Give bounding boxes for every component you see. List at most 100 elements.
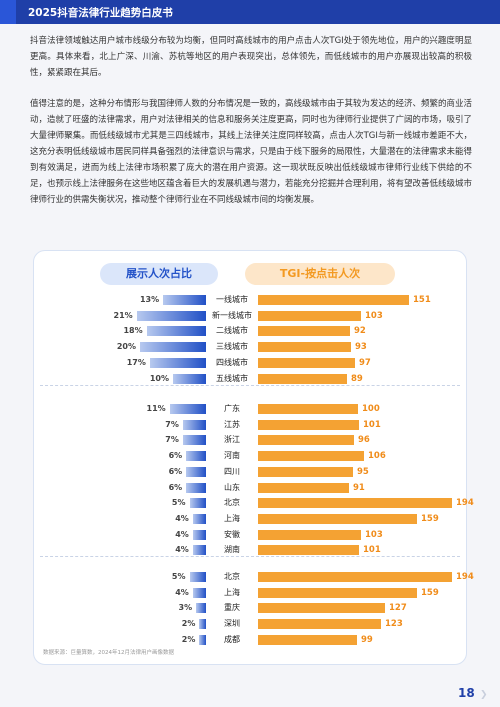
chart-row: 10% 五线城市 89 — [0, 372, 500, 386]
document-title: 2025抖音法律行业趋势白皮书 — [28, 7, 173, 19]
category-label: 北京 — [224, 498, 240, 508]
tgi-value-label: 194 — [456, 572, 474, 582]
tgi-value-label: 89 — [351, 373, 363, 384]
page-number: 18 — [458, 686, 475, 700]
share-bar — [186, 451, 206, 462]
share-bar — [182, 435, 206, 446]
share-value-label: 11% — [146, 404, 166, 413]
category-label: 北京 — [224, 572, 240, 581]
tgi-bar — [258, 326, 350, 337]
tgi-bar — [258, 587, 417, 598]
category-label: 新一线城市 — [212, 310, 252, 320]
category-label: 安徽 — [224, 529, 240, 539]
share-bar — [192, 529, 206, 540]
chart-row: 6% 河南 106 — [0, 449, 500, 463]
chart-row: 2% 深圳 123 — [0, 617, 500, 631]
tgi-value-label: 101 — [363, 419, 381, 430]
tgi-bar — [258, 451, 364, 462]
share-value-label: 4% — [175, 513, 189, 523]
tgi-bar — [258, 373, 347, 384]
tgi-bar — [258, 419, 359, 430]
chart-row: 13% 一线城市 151 — [0, 293, 500, 307]
tgi-value-label: 106 — [368, 451, 386, 462]
share-value-label: 2% — [181, 619, 196, 629]
tgi-value-label: 127 — [389, 603, 407, 614]
tgi-bar — [258, 466, 353, 477]
share-value-label: 6% — [168, 466, 183, 476]
share-value-label: 6% — [168, 451, 183, 461]
tgi-bar — [258, 342, 351, 353]
tgi-value-label: 100 — [362, 404, 380, 414]
share-value-label: 18% — [123, 326, 143, 336]
tgi-bar — [258, 619, 381, 630]
share-value-label: 5% — [171, 498, 186, 508]
chart-row: 18% 二线城市 92 — [0, 324, 500, 338]
page-chevron-icon: ❯ — [480, 690, 488, 700]
chart-row: 6% 山东 91 — [0, 481, 500, 495]
tgi-bar — [258, 482, 349, 493]
tgi-value-label: 159 — [421, 587, 439, 598]
tgi-value-label: 99 — [361, 634, 373, 645]
share-bar — [173, 373, 206, 384]
category-label: 深圳 — [224, 619, 240, 629]
chart-row: 4% 上海 159 — [0, 512, 500, 526]
tgi-value-label: 159 — [421, 513, 439, 524]
header-bar: 2025抖音法律行业趋势白皮书 — [0, 0, 500, 24]
share-value-label: 3% — [178, 603, 193, 613]
tgi-bar — [258, 603, 385, 614]
share-value-label: 4% — [175, 529, 189, 539]
tgi-value-label: 93 — [355, 342, 367, 353]
share-bar — [192, 545, 206, 556]
tgi-value-label: 96 — [358, 435, 370, 446]
chart-row: 20% 三线城市 93 — [0, 340, 500, 354]
share-bar — [163, 295, 206, 305]
tgi-value-label: 151 — [413, 295, 431, 305]
tgi-value-label: 95 — [357, 466, 369, 477]
tgi-bar — [258, 295, 409, 305]
tgi-chart-title: TGI-按点击人次 — [245, 263, 395, 285]
tgi-bar — [258, 310, 361, 321]
chart-row: 17% 四线城市 97 — [0, 356, 500, 370]
category-label: 四线城市 — [216, 357, 248, 367]
share-value-label: 13% — [139, 295, 160, 304]
tgi-bar — [258, 529, 361, 540]
tgi-bar — [258, 634, 357, 645]
tgi-value-label: 123 — [385, 619, 403, 630]
chart-row: 11% 广东 100 — [0, 402, 500, 416]
share-value-label: 7% — [165, 419, 179, 429]
header-accent — [0, 0, 16, 24]
category-label: 上海 — [224, 513, 240, 523]
share-value-label: 21% — [113, 310, 133, 320]
category-label: 山东 — [224, 482, 240, 492]
group-separator — [40, 385, 460, 386]
share-value-label: 20% — [116, 342, 136, 352]
chart-row: 3% 重庆 127 — [0, 601, 500, 615]
share-bar — [182, 419, 206, 430]
data-source-note: 数据来源：巨量算数，2024年12月法律用户画像数据 — [43, 650, 174, 656]
category-label: 一线城市 — [216, 295, 248, 304]
chart-row: 7% 浙江 96 — [0, 433, 500, 447]
category-label: 成都 — [224, 634, 240, 644]
share-bar — [199, 619, 206, 630]
tgi-value-label: 92 — [354, 326, 366, 337]
group-separator — [40, 556, 460, 557]
chart-row: 4% 湖南 101 — [0, 543, 500, 557]
category-label: 三线城市 — [216, 342, 248, 352]
share-value-label: 2% — [181, 634, 196, 644]
tgi-value-label: 97 — [359, 357, 371, 368]
chart-row: 5% 北京 194 — [0, 496, 500, 510]
category-label: 上海 — [224, 587, 240, 597]
category-label: 二线城市 — [216, 326, 248, 336]
share-value-label: 10% — [149, 373, 169, 383]
share-bar — [149, 357, 206, 368]
tgi-value-label: 91 — [353, 482, 365, 493]
chart-row: 4% 安徽 103 — [0, 528, 500, 542]
category-label: 五线城市 — [216, 373, 248, 383]
tgi-bar — [258, 572, 452, 582]
share-bar — [196, 603, 206, 614]
share-value-label: 17% — [126, 357, 146, 367]
share-value-label: 7% — [165, 435, 179, 445]
share-bar — [189, 572, 206, 582]
category-label: 江苏 — [224, 419, 240, 429]
category-label: 重庆 — [224, 603, 240, 613]
